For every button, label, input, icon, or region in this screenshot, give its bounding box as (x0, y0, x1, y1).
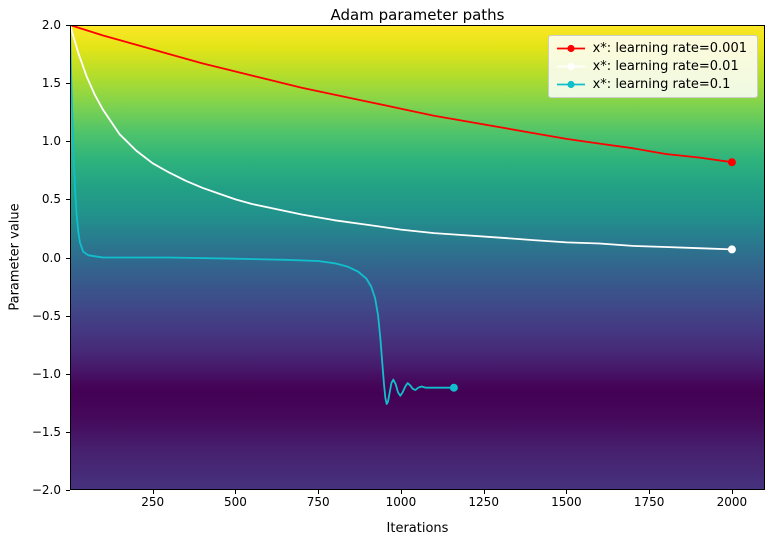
y-tick-label: 1.5 (41, 76, 61, 91)
y-tick-label: −0.5 (31, 308, 61, 323)
plot-canvas (70, 25, 765, 490)
legend-label: x*: learning rate=0.1 (592, 77, 731, 92)
y-tick-mark (66, 373, 70, 375)
x-tick-label: 250 (141, 495, 165, 509)
chart-title: Adam parameter paths (330, 6, 505, 24)
y-tick-mark (66, 431, 70, 433)
series-line-2 (70, 25, 455, 405)
x-tick-mark (318, 490, 320, 494)
y-tick-mark (66, 83, 70, 85)
y-tick-mark (66, 199, 70, 201)
y-tick-label: 0.5 (41, 192, 61, 207)
y-tick-mark (66, 315, 70, 317)
series-end-marker-0 (727, 158, 736, 167)
x-tick-label: 500 (224, 495, 247, 509)
x-tick-mark (731, 490, 733, 494)
y-tick-mark (66, 25, 70, 26)
legend-item: x*: learning rate=0.001 (556, 41, 747, 56)
legend-line-marker-icon (556, 42, 586, 55)
y-tick-label: 2.0 (41, 18, 61, 32)
x-tick-mark (649, 490, 651, 494)
x-tick-mark (566, 490, 568, 494)
x-tick-label: 1500 (551, 495, 582, 509)
y-tick-label: −1.0 (31, 366, 61, 381)
series-line-1 (70, 25, 733, 251)
legend: x*: learning rate=0.001 x*: learning rat… (547, 35, 758, 98)
x-tick-mark (400, 490, 402, 494)
y-tick-label: −1.5 (31, 424, 61, 439)
x-tick-label: 750 (306, 495, 330, 509)
x-tick-label: 2000 (716, 495, 748, 509)
y-tick-label: −2.0 (31, 483, 61, 497)
series-end-marker-2 (449, 383, 458, 392)
plot-border (70, 25, 765, 490)
legend-line-marker-icon (556, 78, 586, 91)
x-tick-label: 1750 (633, 495, 665, 509)
series-line-0 (70, 25, 733, 164)
legend-item: x*: learning rate=0.01 (556, 59, 747, 74)
y-tick-mark (66, 490, 70, 491)
x-tick-mark (152, 490, 154, 494)
x-tick-label: 1000 (385, 495, 417, 509)
y-tick-mark (66, 257, 70, 259)
legend-item: x*: learning rate=0.1 (556, 77, 747, 92)
series-end-marker-1 (727, 245, 736, 254)
x-tick-mark (483, 490, 485, 494)
y-tick-label: 0.0 (41, 250, 61, 265)
x-axis-label: Iterations (386, 521, 449, 536)
plot-area: x*: learning rate=0.001 x*: learning rat… (70, 25, 765, 490)
y-tick-label: 1.0 (41, 134, 61, 149)
legend-line-marker-icon (556, 60, 586, 73)
legend-label: x*: learning rate=0.001 (592, 41, 747, 56)
x-tick-label: 1250 (468, 495, 499, 509)
y-tick-mark (66, 141, 70, 143)
legend-label: x*: learning rate=0.01 (592, 59, 739, 74)
x-tick-mark (235, 490, 237, 494)
